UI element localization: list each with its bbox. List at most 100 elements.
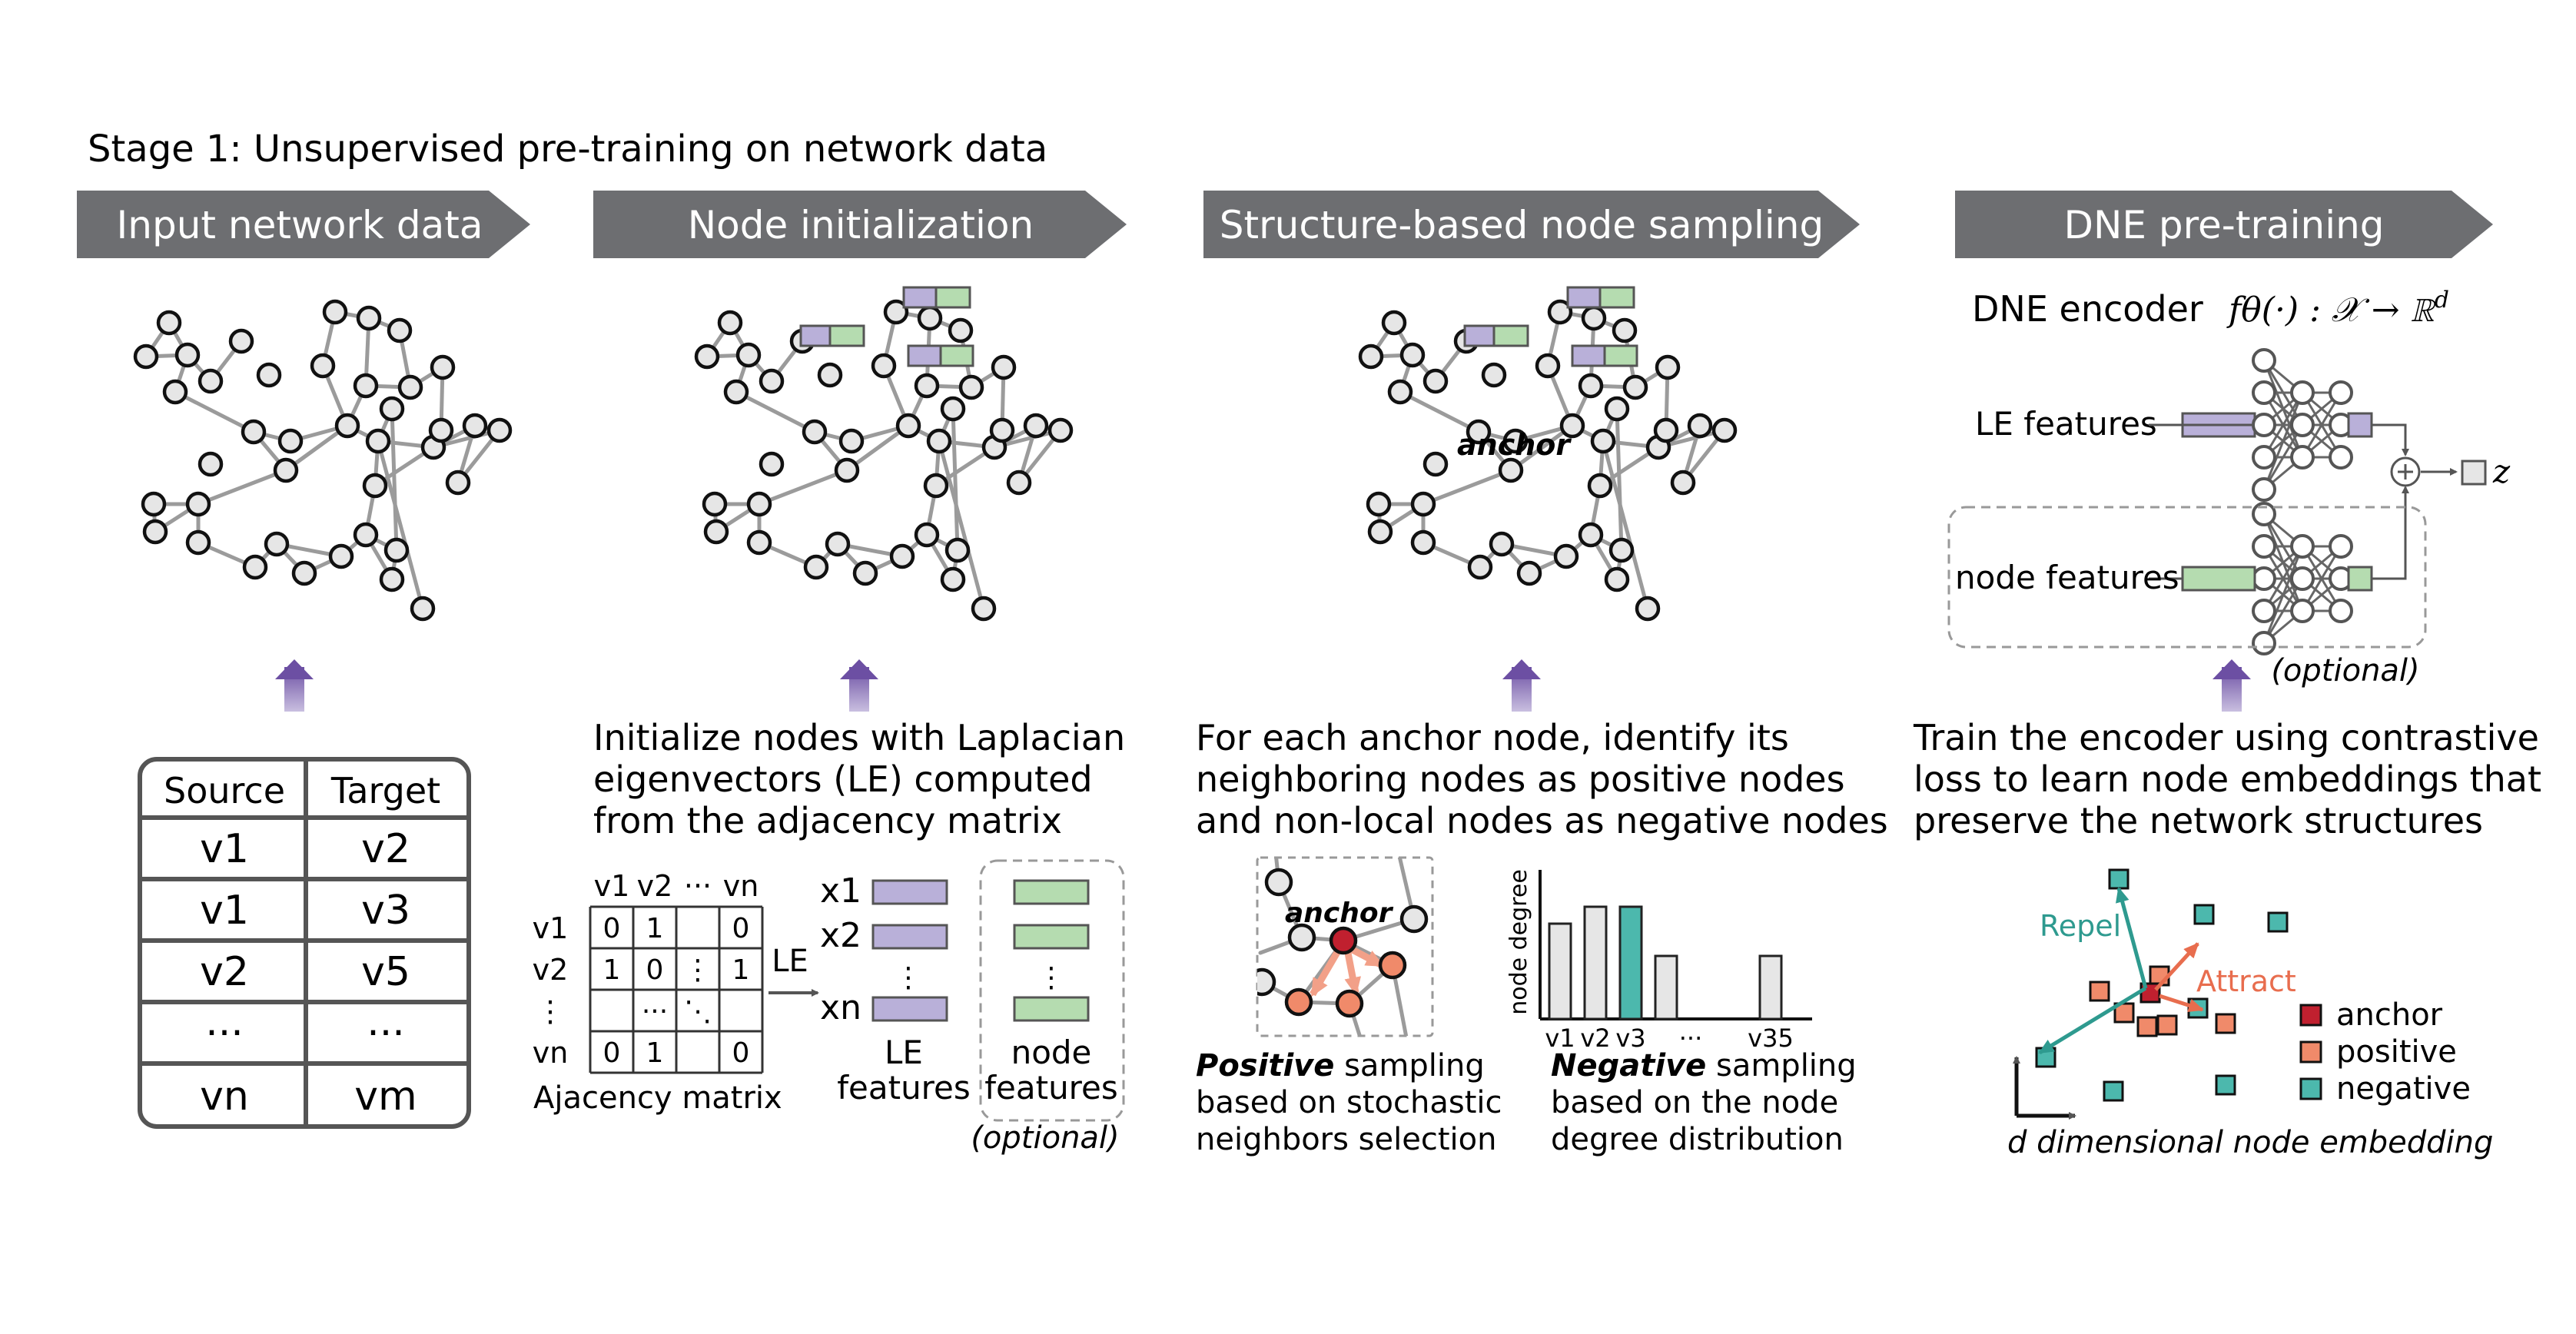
- graph-node: [989, 417, 1015, 443]
- graph-node: [889, 543, 915, 569]
- encoder-le-output: [2347, 412, 2373, 438]
- optional-node-features: ⋮ node features (optional): [971, 859, 1125, 1156]
- le-features-label-1: LE: [885, 1034, 923, 1071]
- graph-node: [1581, 305, 1607, 331]
- graph-node: [923, 473, 949, 499]
- embedding-point-negative: [2103, 1080, 2124, 1102]
- graph-node: [310, 353, 336, 379]
- graph-node: [940, 396, 966, 422]
- legend-negative-swatch: [2299, 1077, 2322, 1100]
- sampled-network-graph: [1358, 299, 1738, 622]
- legend-anchor-label: anchor: [2336, 997, 2443, 1033]
- table-header-target: Target: [330, 770, 440, 811]
- matrix-caption: Ajacency matrix: [533, 1080, 782, 1116]
- encoder-network-le: [2149, 348, 2375, 502]
- sum-operator-icon: [2390, 456, 2421, 487]
- nn-neuron: [2290, 380, 2315, 405]
- graph-node: [1481, 362, 1507, 388]
- graph-node: [1422, 368, 1449, 394]
- graph-node: [895, 413, 921, 439]
- graph-node: [379, 566, 405, 592]
- table-cell-target: v3: [361, 888, 410, 934]
- matrix-cell: 0: [603, 913, 621, 944]
- table-cell-target: v2: [361, 826, 410, 872]
- graph-node: [971, 596, 997, 622]
- graph-node: [410, 596, 436, 622]
- table-cell-target: v5: [361, 949, 410, 995]
- graph-node: [1502, 428, 1529, 454]
- graph-node: [759, 451, 785, 477]
- graph-node: [1358, 343, 1384, 370]
- x1-label: x1: [820, 871, 861, 911]
- node-features-label-2: features: [984, 1069, 1118, 1107]
- graph-node: [1612, 317, 1638, 343]
- embedding-point-negative: [2108, 868, 2130, 890]
- graph-node: [365, 428, 391, 454]
- graph-node: [723, 379, 749, 405]
- table-cell-source: v1: [200, 888, 249, 934]
- table-cell-source: v2: [200, 949, 249, 995]
- legend-positive-swatch: [2299, 1040, 2322, 1064]
- nn-neuron: [2290, 566, 2315, 591]
- nn-neuron: [2252, 599, 2276, 623]
- optional-label: (optional): [971, 1120, 1119, 1156]
- graph-node: [1381, 310, 1407, 336]
- encoder-formula: fθ(·) : 𝒳 → ℝd: [2226, 287, 2449, 330]
- nn-neuron: [2290, 413, 2315, 437]
- matrix-cell: 1: [732, 954, 750, 986]
- graph-node-feature-bars: [799, 286, 1638, 367]
- node-features-dots: ⋮: [1037, 962, 1065, 994]
- graph-node: [1553, 543, 1579, 569]
- init-desc-line1: Initialize nodes with Laplacian: [593, 717, 1125, 758]
- graph-node: [1387, 379, 1413, 405]
- encoder-optional-label: (optional): [2271, 653, 2419, 689]
- step-structure-sampling: Structure-based node sampling: [1203, 191, 1860, 258]
- negative-word: Negative: [1551, 1048, 1706, 1083]
- matrix-row-label: ⋮: [536, 994, 565, 1028]
- le-arrow: LE: [768, 944, 819, 997]
- nn-neuron: [2329, 445, 2353, 470]
- nn-neuron: [2252, 380, 2276, 405]
- nn-neuron: [2329, 599, 2353, 623]
- step-node-initialization: Node initialization: [593, 191, 1127, 258]
- graph-node: [256, 362, 282, 388]
- graph-node: [133, 343, 159, 370]
- graph-node: [825, 531, 851, 557]
- matrix-cell: 1: [603, 954, 621, 986]
- graph-node: [703, 519, 729, 545]
- positive-caption-line3: neighbors selection: [1196, 1122, 1496, 1157]
- matrix-cell: 0: [646, 954, 664, 986]
- graph-node: [702, 491, 728, 517]
- graph-node: [1410, 529, 1436, 556]
- matrix-cell: ···: [642, 996, 668, 1027]
- graph-node: [759, 368, 785, 394]
- graph-node: [914, 522, 940, 548]
- table-cell-target: ···: [367, 1010, 405, 1057]
- hist-xlabel-v2: v2: [1580, 1024, 1610, 1053]
- graph-node: [1653, 417, 1679, 443]
- graph-node: [1399, 342, 1426, 368]
- graph-node: [141, 491, 167, 517]
- hist-ylabel: node degree: [1505, 869, 1532, 1015]
- graph-node: [198, 368, 224, 394]
- init-desc-line2: eigenvectors (LE) computed: [593, 758, 1093, 800]
- matrix-cell: ⋮: [684, 954, 712, 986]
- le-features-label-2: features: [837, 1069, 971, 1107]
- graph-node: [1622, 374, 1648, 400]
- table-cell-source: ···: [205, 1010, 244, 1057]
- graph-node: [1023, 413, 1049, 439]
- matrix-cell: 0: [603, 1037, 621, 1069]
- matrix-cell: 0: [732, 1037, 750, 1069]
- embedding-point-positive: [2156, 1014, 2178, 1036]
- graph-node: [717, 310, 743, 336]
- embedding-point-negative: [2193, 904, 2215, 925]
- graph-node: [1604, 396, 1630, 422]
- graph-node: [383, 537, 410, 563]
- graph-node: [948, 317, 974, 343]
- sampling-desc-line2: neighboring nodes as positive nodes: [1196, 758, 1845, 800]
- step-dne-pretraining: DNE pre-training: [1955, 191, 2493, 258]
- graph-node: [462, 413, 488, 439]
- graph-node: [1655, 354, 1681, 380]
- matrix-cell: 1: [646, 1037, 664, 1069]
